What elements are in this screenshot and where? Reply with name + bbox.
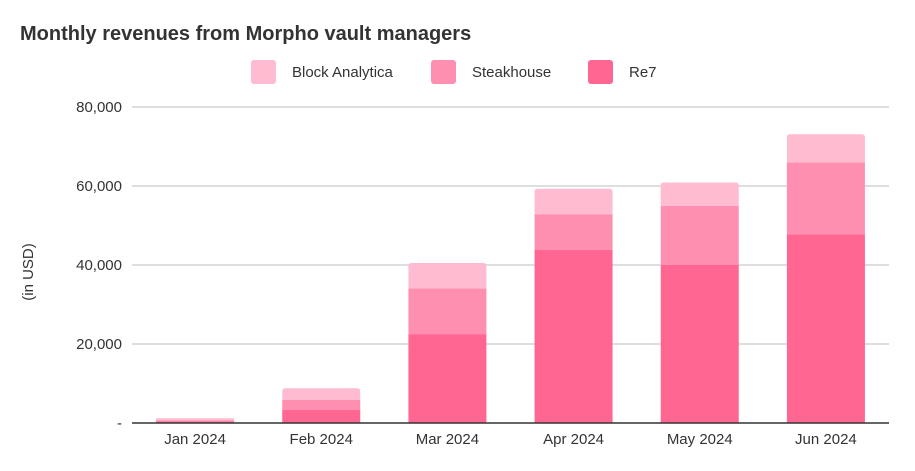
bars [156,134,865,423]
bar-re7-jun-2024 [786,234,865,423]
bar-stack-jan-2024 [156,418,235,423]
bar-block-analytica-mar-2024 [408,263,487,289]
legend-item-block-analytica: Block Analytica [251,60,394,84]
bar-steakhouse-feb-2024 [282,399,361,410]
x-tick-label: Apr 2024 [543,431,604,448]
bar-block-analytica-feb-2024 [282,388,361,400]
bar-re7-feb-2024 [282,409,361,423]
x-tick-label: Mar 2024 [416,431,479,448]
x-tick-label: May 2024 [667,431,733,448]
x-tick-label: Feb 2024 [290,431,353,448]
x-tick-label: Jan 2024 [164,431,226,448]
legend-label: Block Analytica [292,64,394,81]
bar-steakhouse-may-2024 [660,205,739,265]
legend-label: Steakhouse [472,64,551,81]
bar-stack-feb-2024 [282,388,361,423]
bar-re7-jan-2024 [156,421,235,423]
legend-item-steakhouse: Steakhouse [431,60,551,84]
y-gridlines [132,106,889,345]
bar-steakhouse-jan-2024 [156,420,235,422]
bar-stack-mar-2024 [408,263,487,423]
bar-stack-apr-2024 [534,188,613,423]
bar-steakhouse-apr-2024 [534,214,613,250]
y-tick-label: 60,000 [76,178,122,195]
legend-swatch [588,60,613,84]
y-axis-title: (in USD) [20,243,37,301]
bar-re7-apr-2024 [534,249,613,423]
bar-steakhouse-jun-2024 [786,162,865,235]
bar-block-analytica-jun-2024 [786,134,865,163]
y-tick-label: 20,000 [76,336,122,353]
y-tick-label: - [117,415,122,432]
bar-stack-jun-2024 [786,134,865,423]
bar-stack-may-2024 [660,182,739,423]
bar-re7-may-2024 [660,265,739,423]
bar-block-analytica-apr-2024 [534,188,613,215]
legend-swatch [431,60,456,84]
legend-label: Re7 [629,64,657,81]
bar-block-analytica-may-2024 [660,182,739,206]
chart-legend: Block Analytica Steakhouse Re7 [251,60,657,84]
bar-re7-mar-2024 [408,334,487,423]
x-tick-label: Jun 2024 [795,431,857,448]
legend-item-re7: Re7 [588,60,657,84]
chart-title: Monthly revenues from Morpho vault manag… [20,23,471,45]
legend-swatch [251,60,276,84]
bar-block-analytica-jan-2024 [156,418,235,421]
bar-steakhouse-mar-2024 [408,288,487,335]
x-axis-ticks: Jan 2024 Feb 2024 Mar 2024 Apr 2024 May 2024… [164,431,857,448]
y-tick-label: 80,000 [76,99,122,116]
y-tick-label: 40,000 [76,257,122,274]
y-axis-ticks: - 20,000 40,000 60,000 80,000 [76,99,122,432]
